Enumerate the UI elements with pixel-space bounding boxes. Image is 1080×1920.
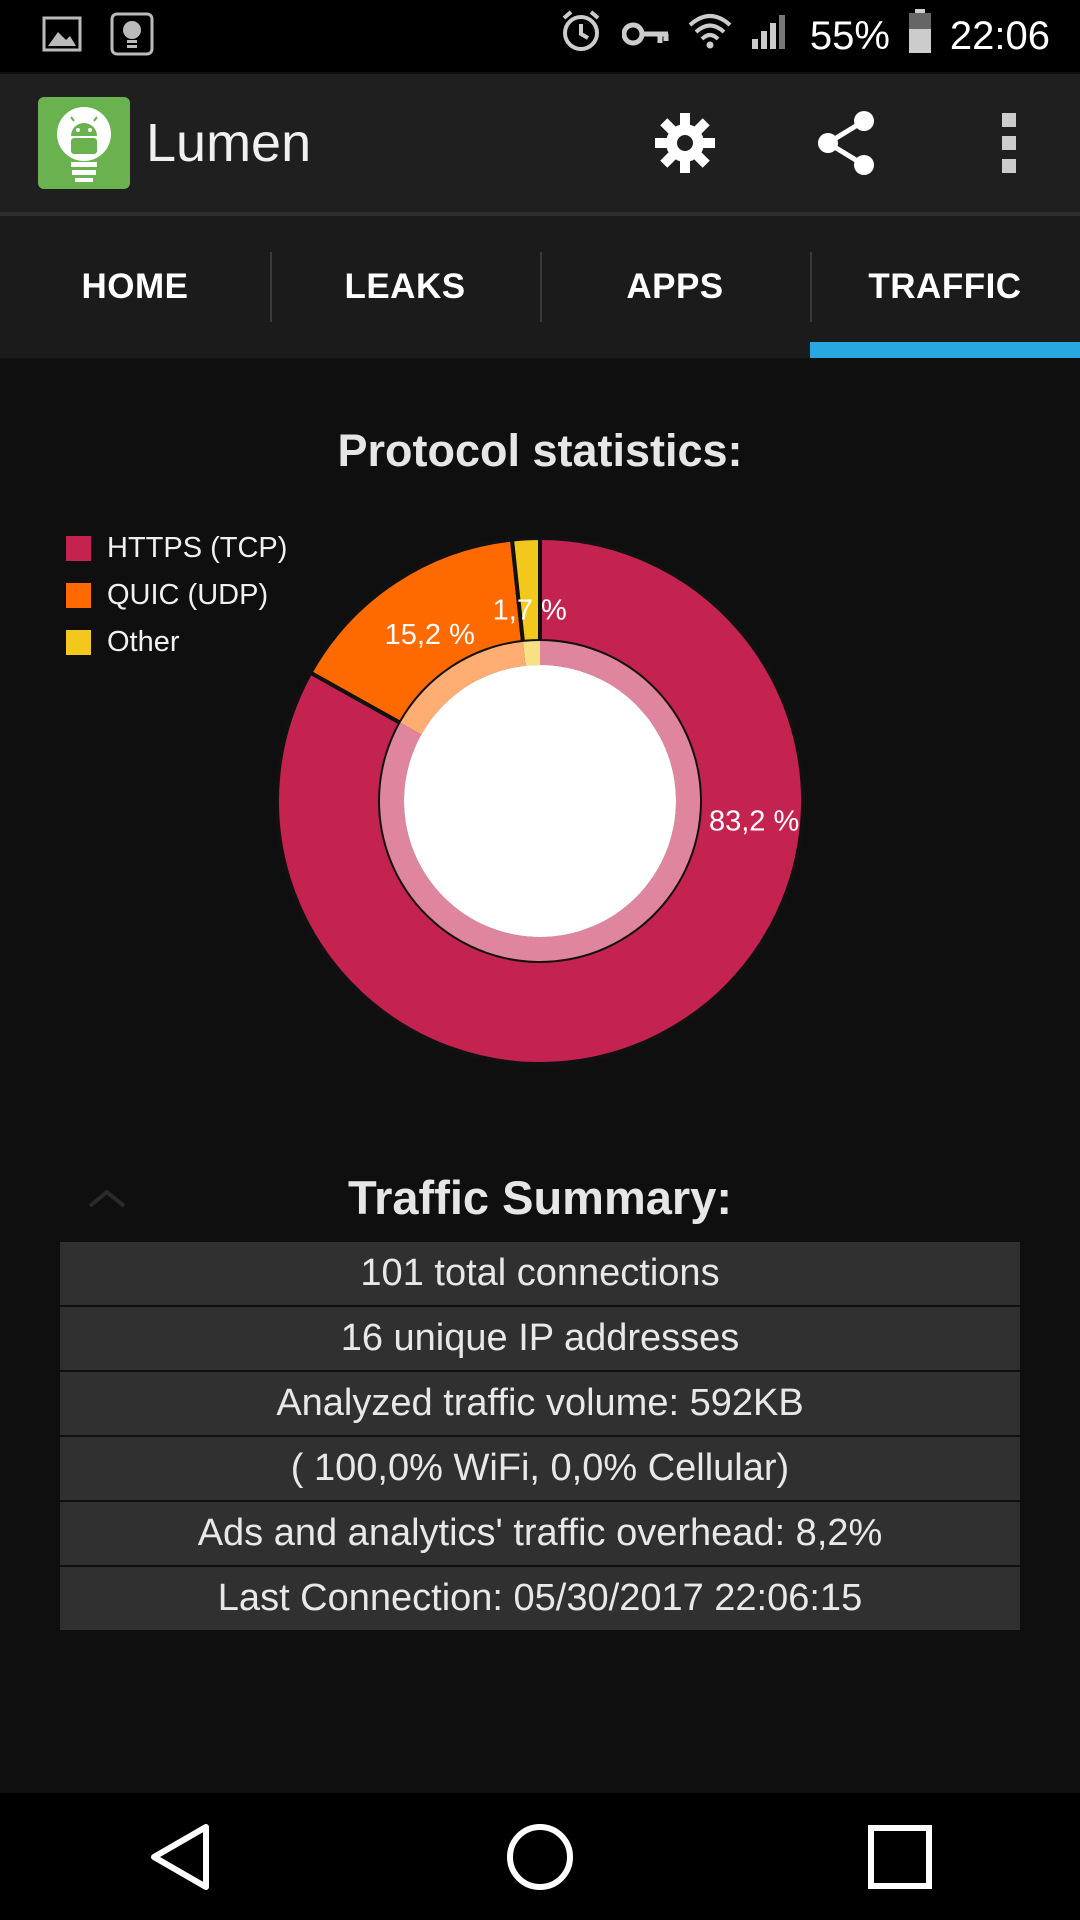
app-bar: Lumen	[0, 74, 1080, 216]
system-nav-bar	[0, 1793, 1080, 1920]
legend-swatch-quic	[66, 583, 91, 608]
more-vert-icon	[1002, 113, 1016, 173]
pie-inner-band-quic	[400, 641, 526, 735]
legend-label-https: HTTPS (TCP)	[107, 532, 288, 564]
recents-square-icon	[868, 1824, 932, 1889]
summary-row-network-split: ( 100,0% WiFi, 0,0% Cellular)	[60, 1437, 1020, 1500]
recents-button[interactable]	[840, 1807, 960, 1907]
tab-traffic[interactable]: TRAFFIC	[810, 216, 1080, 358]
alarm-icon	[558, 8, 604, 64]
chevron-up-icon	[88, 1188, 126, 1213]
summary-row-ads-overhead: Ads and analytics' traffic overhead: 8,2…	[60, 1502, 1020, 1565]
summary-row-last-connection: Last Connection: 05/30/2017 22:06:15	[60, 1567, 1020, 1630]
tab-home[interactable]: HOME	[81, 267, 189, 306]
settings-button[interactable]	[630, 88, 740, 198]
legend-swatch-other	[66, 630, 91, 655]
tab-apps[interactable]: APPS	[540, 216, 810, 358]
legend-item-other: Other	[66, 619, 287, 666]
legend-label-quic: QUIC (UDP)	[107, 579, 269, 611]
gear-icon	[655, 113, 715, 173]
summary-table: 101 total connections 16 unique IP addre…	[60, 1242, 1020, 1632]
summary-row-volume: Analyzed traffic volume: 592KB	[60, 1372, 1020, 1435]
summary-title: Traffic Summary:	[348, 1171, 732, 1224]
home-button[interactable]	[480, 1807, 600, 1907]
clock: 22:06	[949, 13, 1050, 58]
pie-hole	[404, 665, 676, 937]
tab-bar: HOME LEAKS APPS TRAFFIC	[0, 216, 1080, 358]
summary-row-unique-ips: 16 unique IP addresses	[60, 1307, 1020, 1370]
share-icon	[818, 111, 874, 175]
gallery-notification-icon	[42, 14, 82, 59]
home-circle-icon	[507, 1823, 573, 1890]
lumen-notification-icon	[110, 12, 154, 61]
back-button[interactable]	[120, 1807, 240, 1907]
battery-percent: 55%	[809, 13, 890, 58]
tab-leaks[interactable]: LEAKS	[270, 216, 540, 358]
protocol-pie-chart[interactable]: 83,2 % 15,2 % 1,7 %	[0, 520, 1080, 1080]
battery-icon	[908, 9, 932, 63]
pie-inner-band-other	[522, 641, 540, 666]
chart-title: Protocol statistics:	[337, 425, 743, 476]
summary-row-connections: 101 total connections	[60, 1242, 1020, 1305]
legend-item-quic: QUIC (UDP)	[66, 572, 287, 619]
status-bar: 55% 22:06	[0, 0, 1080, 72]
cell-signal-icon	[750, 11, 792, 61]
back-triangle-icon	[151, 1823, 209, 1890]
overflow-menu-button[interactable]	[954, 88, 1064, 198]
legend-item-https: HTTPS (TCP)	[66, 525, 287, 572]
legend-swatch-https	[66, 536, 91, 561]
wifi-icon	[688, 13, 732, 59]
legend-label-other: Other	[107, 626, 180, 658]
vpn-key-icon	[621, 14, 670, 59]
chart-legend: HTTPS (TCP) QUIC (UDP) Other	[66, 525, 287, 666]
share-button[interactable]	[792, 88, 902, 198]
app-title: Lumen	[146, 113, 312, 173]
pie-label-https: 83,2 %	[709, 805, 799, 837]
pie-label-other: 1,7 %	[493, 594, 567, 626]
pie-label-quic: 15,2 %	[385, 619, 475, 651]
app-logo-icon	[38, 97, 130, 189]
